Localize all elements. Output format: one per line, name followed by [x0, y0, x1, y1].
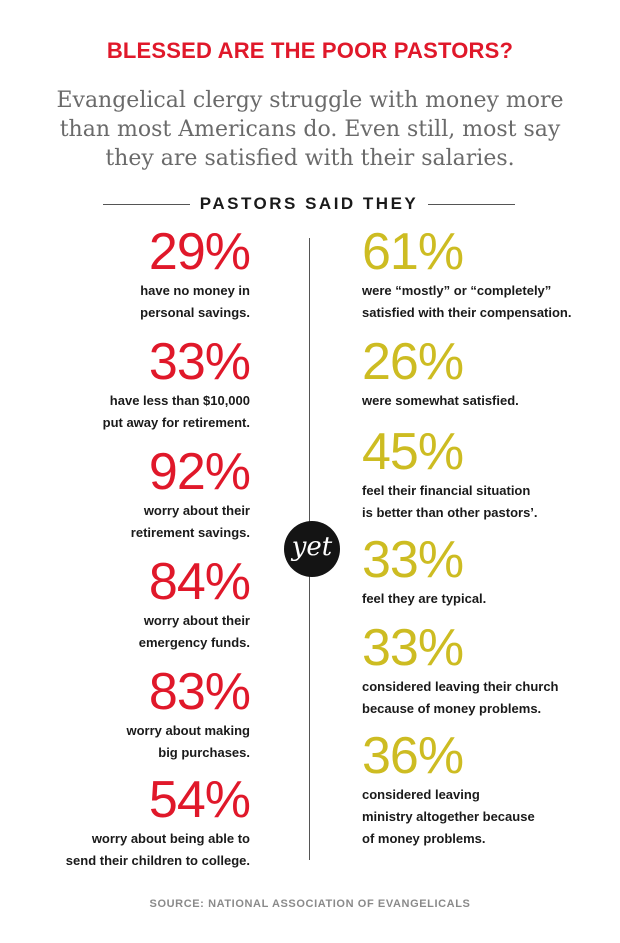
- infographic-subtitle: Evangelical clergy struggle with money m…: [56, 88, 564, 171]
- stat-description: worry about their retirement savings.: [130, 503, 250, 540]
- stat-description: were somewhat satisfied.: [362, 393, 519, 408]
- right-stat: 33% considered leaving their church beca…: [362, 622, 602, 720]
- stat-description: considered leaving their church because …: [362, 679, 559, 716]
- right-stat: 36% considered leaving ministry altogeth…: [362, 730, 602, 850]
- left-stat: 29% have no money in personal savings.: [30, 223, 251, 324]
- yet-badge: yet: [284, 521, 340, 577]
- stat-description: feel their financial situation is better…: [362, 483, 538, 520]
- heading-rule-left: [103, 203, 190, 205]
- stat-percent: 33%: [148, 333, 251, 391]
- stat-percent: 84%: [148, 553, 251, 611]
- stat-percent: 83%: [148, 663, 251, 721]
- right-stat: 61% were “mostly” or “completely” satisf…: [362, 226, 602, 324]
- left-stat: 84% worry about their emergency funds.: [30, 553, 251, 654]
- section-heading: PASTORS SAID THEY: [103, 192, 516, 216]
- stat-description: feel they are typical.: [362, 591, 487, 606]
- stat-percent: 45%: [362, 423, 464, 481]
- right-stat: 33% feel they are typical.: [362, 534, 602, 610]
- stat-description: were “mostly” or “completely” satisfied …: [362, 283, 572, 320]
- stat-description: worry about making big purchases.: [126, 723, 250, 760]
- stat-description: considered leaving ministry altogether b…: [362, 787, 535, 846]
- right-stat: 45% feel their financial situation is be…: [362, 426, 602, 524]
- stat-percent: 33%: [362, 619, 464, 677]
- stat-description: worry about being able to send their chi…: [65, 831, 250, 868]
- infographic-title: BLESSED ARE THE POOR PASTORS?: [106, 38, 514, 63]
- section-label: PASTORS SAID THEY: [199, 194, 419, 213]
- right-stat: 26% were somewhat satisfied.: [362, 336, 602, 412]
- stat-percent: 61%: [362, 223, 464, 281]
- stat-percent: 33%: [362, 531, 464, 589]
- heading-rule-right: [428, 203, 516, 205]
- left-stat: 92% worry about their retirement savings…: [30, 443, 251, 544]
- left-stat: 33% have less than $10,000 put away for …: [30, 333, 251, 434]
- stat-percent: 36%: [362, 727, 464, 785]
- stat-percent: 92%: [148, 443, 251, 501]
- stat-description: worry about their emergency funds.: [138, 613, 250, 650]
- source-credit: SOURCE: NATIONAL ASSOCIATION OF EVANGELI…: [149, 898, 471, 910]
- stat-percent: 54%: [148, 771, 251, 829]
- stat-percent: 26%: [362, 333, 464, 391]
- left-stat: 54% worry about being able to send their…: [30, 771, 251, 872]
- stat-description: have no money in personal savings.: [140, 283, 250, 320]
- left-stat: 83% worry about making big purchases.: [30, 663, 251, 764]
- stat-description: have less than $10,000 put away for reti…: [102, 393, 250, 430]
- stat-percent: 29%: [148, 223, 251, 281]
